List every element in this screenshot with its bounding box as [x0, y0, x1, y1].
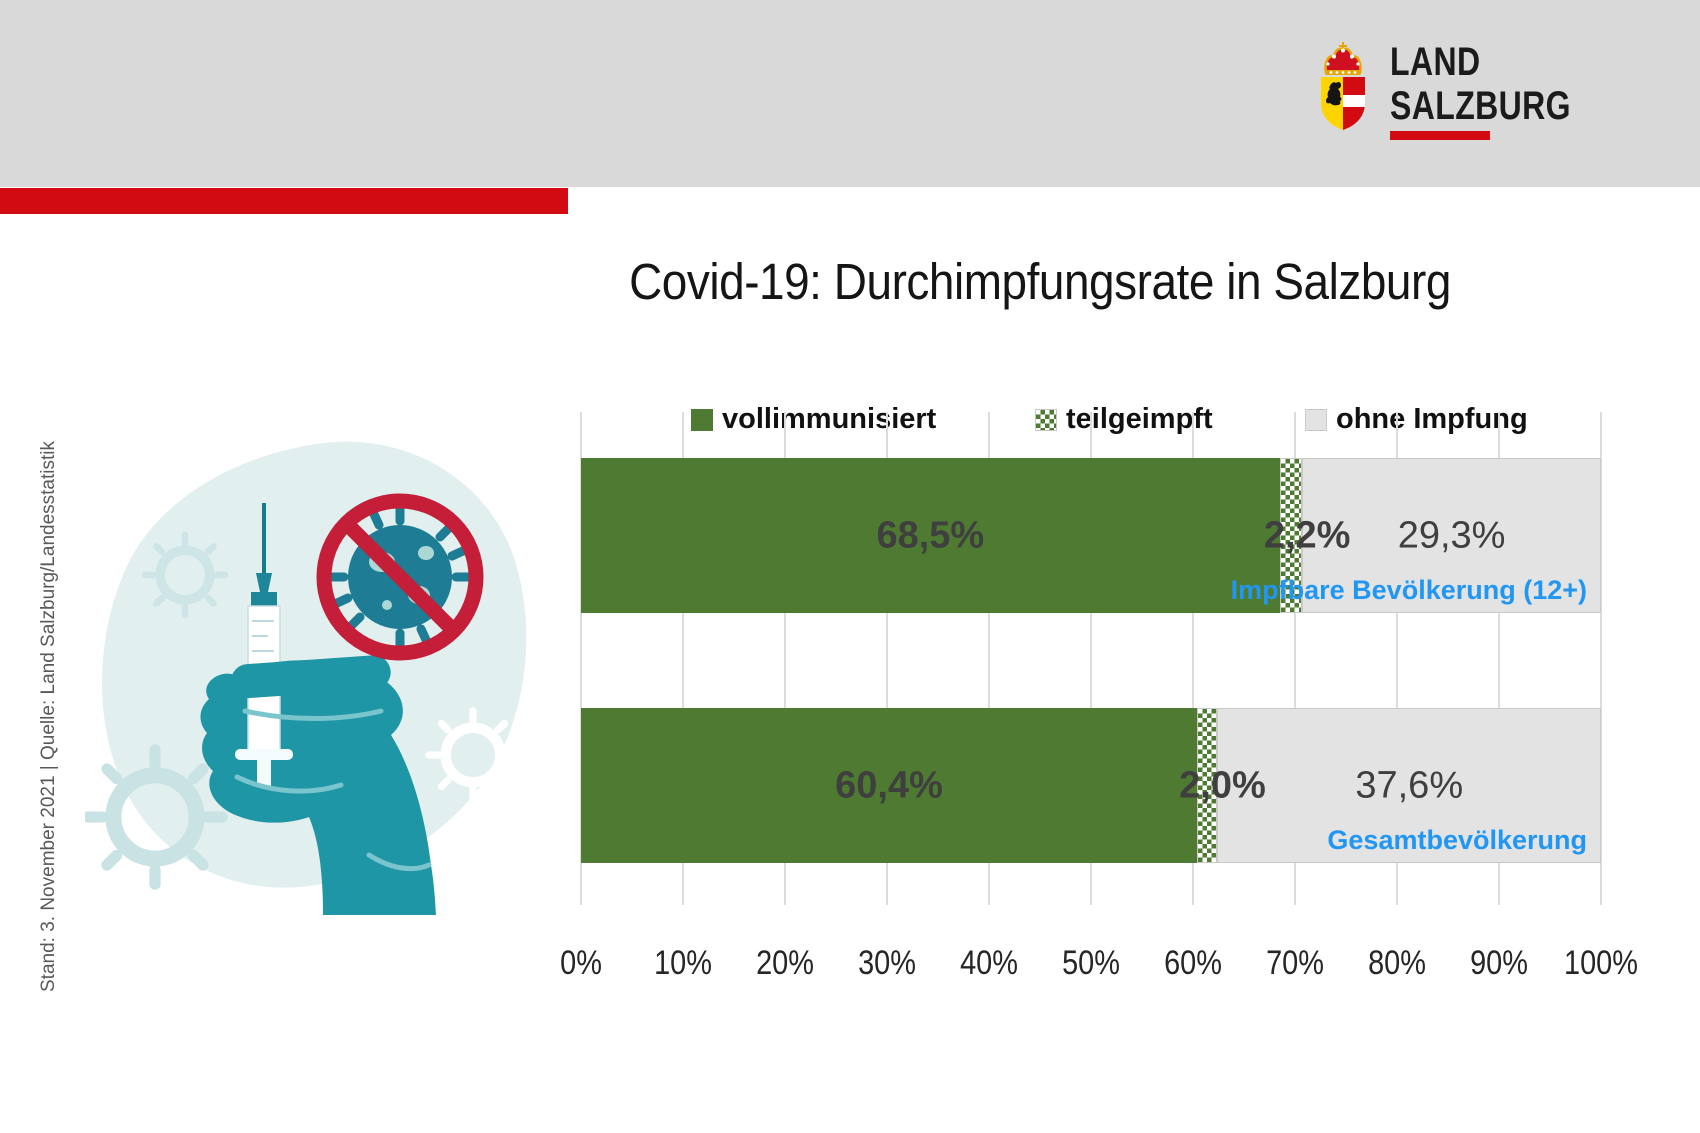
legend-swatch-green	[691, 408, 713, 431]
value-label: 2,2%	[1263, 514, 1351, 556]
x-tick-label: 70%	[1266, 944, 1324, 982]
lion-glyph	[1326, 81, 1342, 106]
legend-item-ohne-impfung: ohne Impfung	[1302, 400, 1538, 439]
value-label: 60,4%	[835, 764, 943, 806]
gridline	[580, 412, 582, 905]
bar-row: 68,5% 2,2% 29,3% Impfbare Bevölkerung (12+)	[581, 458, 1601, 613]
x-tick-label: 40%	[960, 944, 1018, 982]
gridline	[1294, 412, 1296, 905]
legend-item-vollimmunisiert: vollimmunisiert	[688, 400, 947, 439]
gridline	[1600, 412, 1602, 905]
header-band	[0, 0, 1700, 187]
logo-line1: LAND	[1390, 40, 1481, 84]
bar-segment-green	[581, 458, 1280, 613]
gridline	[784, 412, 786, 905]
x-tick-label: 90%	[1470, 944, 1528, 982]
logo-text: LAND SALZBURG	[1390, 40, 1571, 128]
gridline	[1090, 412, 1092, 905]
legend-swatch-checkered	[1035, 408, 1057, 431]
bar-segment-green	[581, 708, 1198, 863]
x-tick-label: 10%	[654, 944, 712, 982]
category-label: Impfbare Bevölkerung (12+)	[1230, 575, 1587, 605]
red-accent-bar	[0, 188, 568, 214]
gridline	[1396, 412, 1398, 905]
gridline	[988, 412, 990, 905]
page-title: Covid-19: Durchimpfungsrate in Salzburg	[629, 253, 1451, 310]
value-label: 2,0%	[1179, 764, 1266, 806]
value-label: 37,6%	[1355, 764, 1464, 806]
source-note: Stand: 3. November 2021 | Quelle: Land S…	[38, 441, 59, 992]
logo-line2: SALZBURG	[1390, 84, 1571, 128]
value-label: 29,3%	[1397, 514, 1506, 556]
category-label: Gesamtbevölkerung	[1327, 825, 1587, 855]
bar-segment-gray	[1302, 458, 1601, 613]
gridline	[1498, 412, 1500, 905]
salzburg-coat-of-arms-icon	[1321, 42, 1365, 130]
vaccination-illustration	[85, 441, 527, 915]
x-tick-label: 0%	[560, 944, 602, 982]
gridline	[1192, 412, 1194, 905]
x-tick-label: 80%	[1368, 944, 1426, 982]
x-tick-label: 50%	[1062, 944, 1120, 982]
bar-segment-gray	[1217, 708, 1601, 863]
bar-segment-checker	[1279, 458, 1303, 613]
legend-label: ohne Impfung	[1336, 403, 1528, 435]
gridline	[682, 412, 684, 905]
no-virus-prohibition-icon	[316, 493, 484, 661]
legend-swatch-gray	[1305, 408, 1327, 431]
gridline	[886, 412, 888, 905]
x-tick-label: 60%	[1164, 944, 1222, 982]
x-tick-label: 20%	[756, 944, 814, 982]
logo-underline	[1390, 131, 1490, 140]
x-tick-label: 100%	[1564, 944, 1638, 982]
land-salzburg-logo: LAND SALZBURG	[1318, 40, 1618, 150]
x-tick-label: 30%	[858, 944, 916, 982]
legend-label: vollimmunisiert	[722, 403, 937, 435]
value-label: 68,5%	[876, 514, 985, 556]
hand-icon	[200, 655, 436, 915]
bar-chart-plot: 0% 10% 20% 30% 40% 50% 60% 70% 80% 90% 100% 68,5% 2,…	[560, 412, 1638, 1012]
bar-row: 60,4% 2,0% 37,6% Gesamtbevölkerung	[581, 708, 1601, 863]
bar-segment-checker	[1197, 708, 1218, 863]
